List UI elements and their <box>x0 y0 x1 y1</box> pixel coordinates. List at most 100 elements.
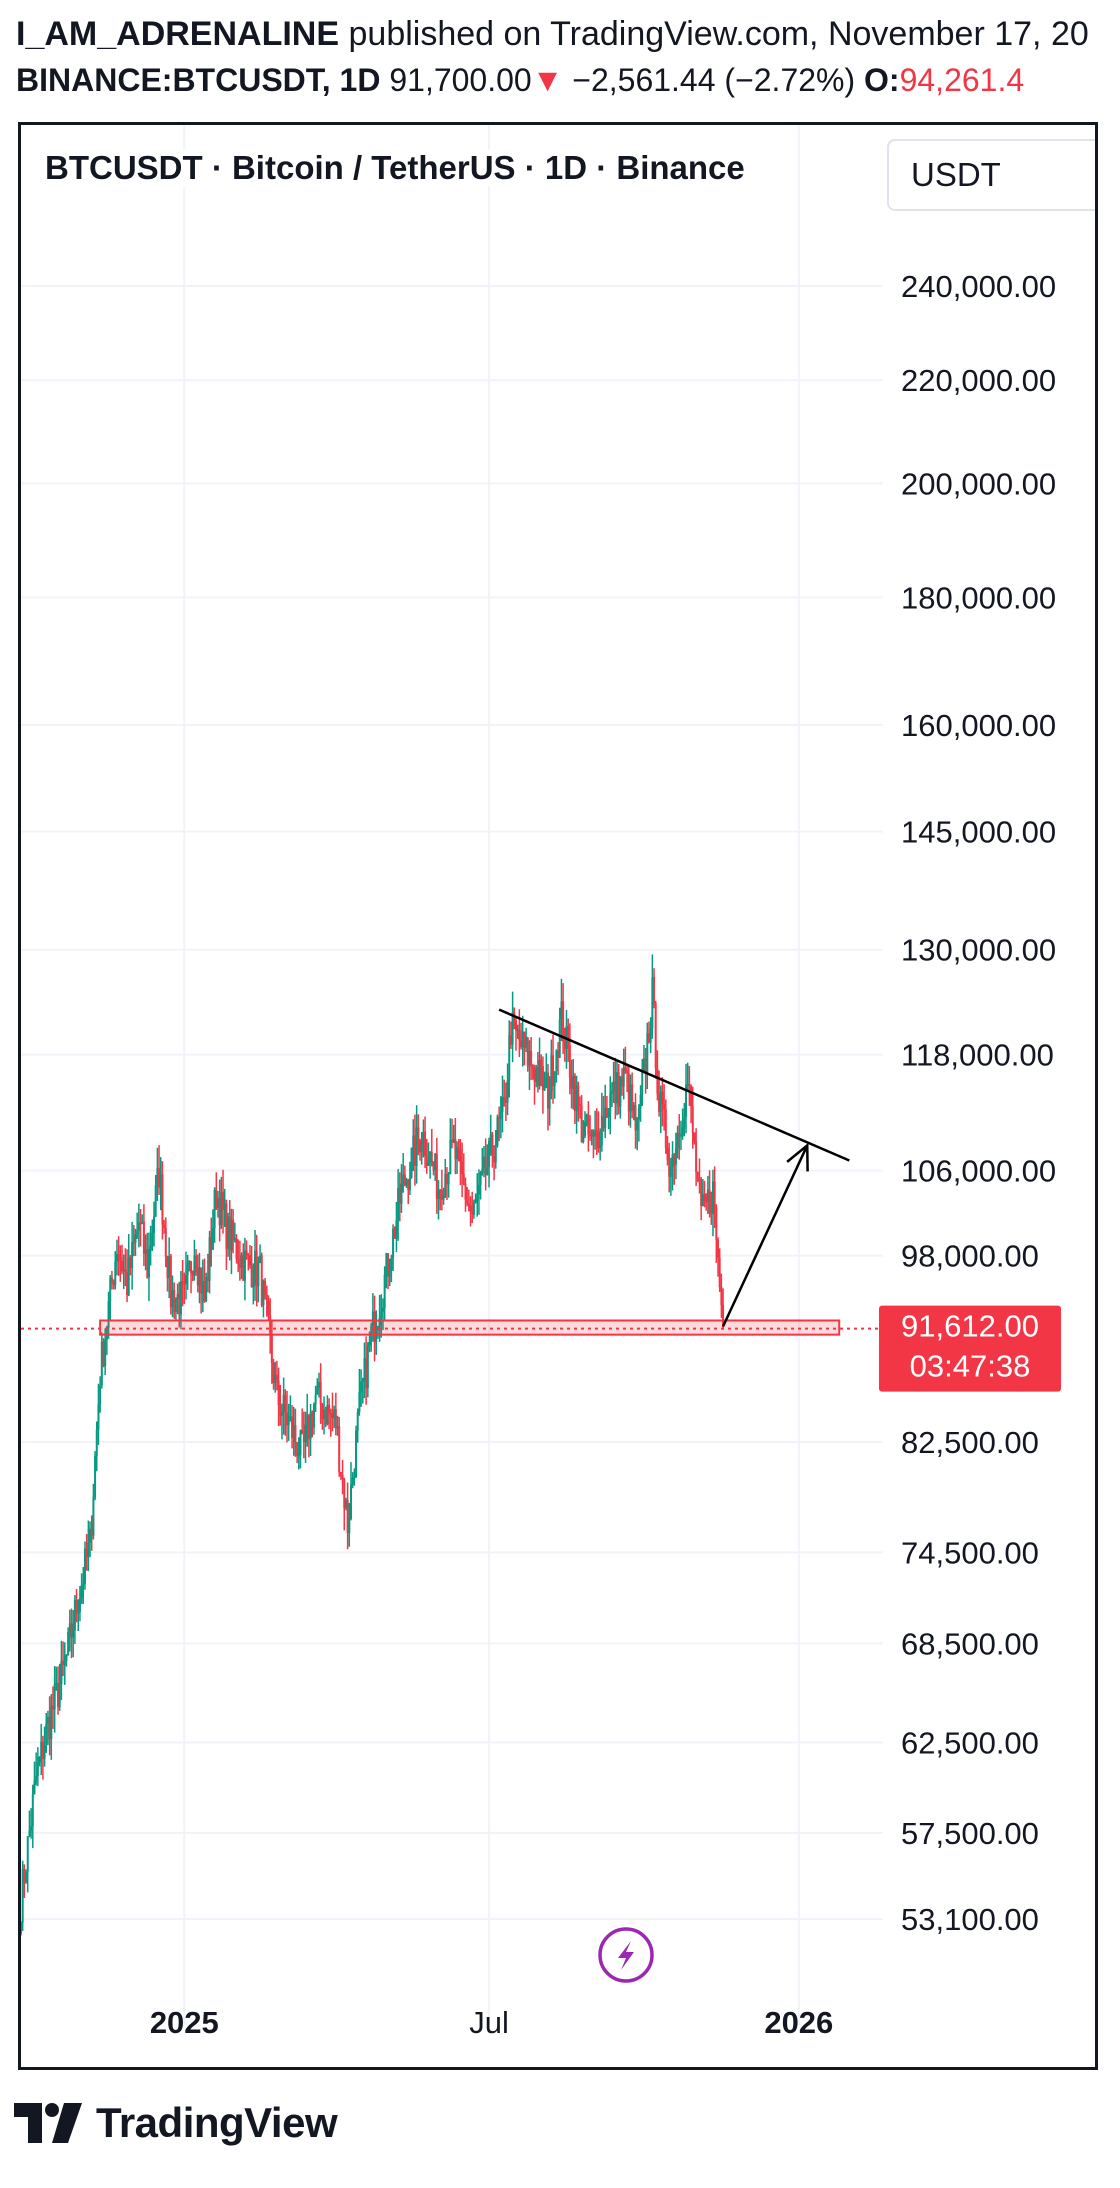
candle-body <box>481 1168 484 1173</box>
candle-body <box>75 1600 78 1614</box>
candle-body <box>147 1249 150 1278</box>
y-tick-label: 106,000.00 <box>901 1154 1056 1189</box>
candle-body <box>21 1922 22 1934</box>
candle-body <box>715 1207 718 1240</box>
candle-body <box>35 1775 38 1781</box>
projection-arrow[interactable] <box>721 1144 809 1327</box>
candle-body <box>602 1116 605 1129</box>
candle-body <box>53 1683 56 1710</box>
candle-body <box>427 1162 430 1166</box>
price-chart[interactable]: 240,000.00 220,000.00 200,000.00 180,000.00… <box>21 125 1098 2070</box>
candle-body <box>62 1660 65 1665</box>
candle-body <box>575 1085 578 1112</box>
candle-body <box>89 1528 92 1543</box>
candle-body <box>306 1415 309 1425</box>
candle-body <box>94 1456 97 1498</box>
candle-body <box>693 1132 696 1142</box>
candle-body <box>215 1189 218 1208</box>
candle-body <box>78 1598 81 1613</box>
candle-body <box>275 1374 278 1381</box>
candle-body <box>48 1716 51 1740</box>
candle-body <box>331 1413 334 1418</box>
candle-body <box>58 1684 61 1707</box>
candle-body <box>286 1412 289 1426</box>
trendline[interactable] <box>498 1008 850 1162</box>
y-tick-label: 180,000.00 <box>901 580 1056 615</box>
candle-body <box>464 1183 467 1200</box>
candle-body <box>708 1189 711 1214</box>
candle-body <box>328 1404 331 1414</box>
candle-body <box>408 1177 411 1191</box>
candle-body <box>432 1161 435 1171</box>
candle-body <box>390 1258 393 1271</box>
author-name[interactable]: I_AM_ADRENALINE <box>16 15 340 53</box>
candle-body <box>262 1280 265 1306</box>
candle-body <box>46 1716 49 1724</box>
candle-body <box>393 1228 396 1239</box>
candle-body <box>141 1221 144 1224</box>
chart-frame[interactable]: 240,000.00 220,000.00 200,000.00 180,000.00… <box>18 122 1098 2070</box>
candle-body <box>321 1404 324 1420</box>
candle-body <box>110 1277 113 1283</box>
candle-body <box>392 1228 395 1259</box>
publish-info: I_AM_ADRENALINE published on TradingView… <box>16 12 1089 56</box>
candle-body <box>87 1542 90 1558</box>
candle-body <box>627 1072 630 1112</box>
chart-title: BTCUSDT · Bitcoin / TetherUS · 1D · Bina… <box>45 149 753 187</box>
y-tick-label: 82,500.00 <box>901 1425 1039 1460</box>
candle-body <box>190 1261 193 1274</box>
candle-body <box>272 1363 275 1384</box>
tradingview-logo[interactable]: TradingView <box>14 2098 338 2148</box>
candle-body <box>63 1661 66 1665</box>
candle-body <box>622 1067 625 1087</box>
candle-body <box>33 1780 36 1795</box>
candle-body <box>498 1116 501 1119</box>
y-tick-label: 145,000.00 <box>901 815 1056 850</box>
candle-body <box>343 1478 346 1508</box>
candle-body <box>484 1156 487 1175</box>
candle-body <box>388 1270 391 1277</box>
x-tick-label: 2025 <box>150 2005 219 2040</box>
candle-body <box>489 1134 492 1141</box>
symbol-info: BINANCE:BTCUSDT, 1D 91,700.00▼ −2,561.44… <box>16 58 1024 102</box>
candle-body <box>65 1655 68 1662</box>
candle-body <box>578 1103 581 1106</box>
candle-body <box>99 1385 102 1405</box>
candle-body <box>85 1548 88 1558</box>
candle-body <box>397 1188 400 1221</box>
candle-body <box>134 1234 137 1244</box>
candle-body <box>706 1189 709 1202</box>
candle-body <box>299 1430 302 1456</box>
candle-body <box>309 1412 312 1440</box>
candle-body <box>339 1472 342 1475</box>
candle-body <box>486 1166 489 1175</box>
candle-body <box>466 1199 469 1204</box>
candle-body <box>535 1067 538 1082</box>
candle-body <box>631 1084 634 1111</box>
candle-body <box>363 1358 366 1381</box>
candle-body <box>461 1161 464 1174</box>
candle-body <box>509 1035 512 1045</box>
candle-body <box>546 1072 549 1109</box>
y-tick-label: 62,500.00 <box>901 1726 1039 1761</box>
candle-body <box>70 1623 73 1638</box>
candle-body <box>661 1091 664 1104</box>
candle-body <box>674 1148 677 1165</box>
candle-body <box>700 1180 703 1206</box>
candle-body <box>97 1404 100 1430</box>
candle-body <box>245 1250 248 1255</box>
currency-selector[interactable]: USDT <box>887 139 1095 211</box>
support-zone[interactable] <box>99 1319 841 1336</box>
candle-body <box>178 1293 181 1315</box>
candle-body <box>669 1166 672 1177</box>
candle-body <box>41 1741 44 1760</box>
candle-body <box>195 1255 198 1273</box>
candle-body <box>40 1741 43 1757</box>
candle-body <box>274 1374 277 1384</box>
y-tick-label: 240,000.00 <box>901 269 1056 304</box>
candle-body <box>373 1311 376 1342</box>
candle-body <box>476 1194 479 1200</box>
candle-body <box>533 1069 536 1082</box>
candle-body <box>654 1003 657 1069</box>
candle-body <box>230 1219 233 1251</box>
